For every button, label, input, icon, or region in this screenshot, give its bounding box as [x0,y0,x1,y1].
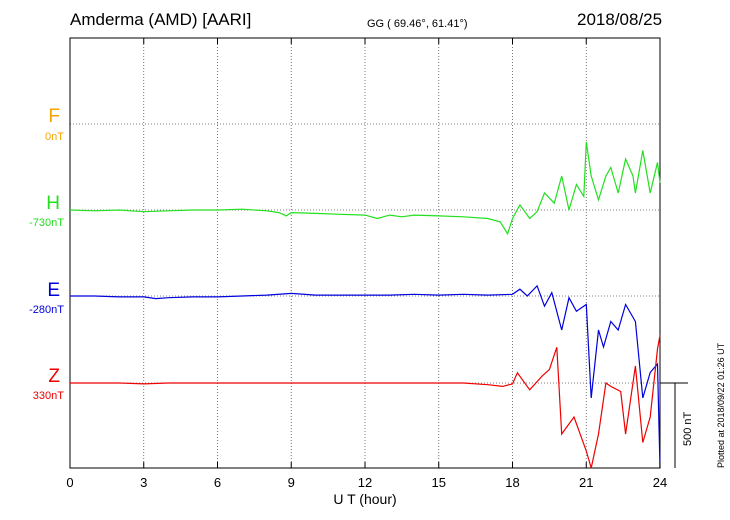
component-baseline-z: 330nT [32,390,64,402]
x-tick-label: 15 [432,475,446,490]
x-axis-ticks: 0 3 6 9 12 15 18 21 24 [66,38,667,490]
component-name-h: H [46,193,60,214]
plot-frame [69,37,661,469]
station-title: Amderma (AMD) [AARI] [70,10,252,29]
x-tick-label: 0 [66,475,73,490]
component-name-e: E [47,280,60,301]
component-baseline-e: -280nT [29,304,64,316]
x-tick-label: 6 [214,475,221,490]
trace-e [70,284,661,469]
x-tick-label: 18 [505,475,519,490]
chart-date: 2018/08/25 [577,10,663,29]
x-tick-label: 9 [288,475,295,490]
scale-bar [660,382,688,468]
x-tick-label: 24 [653,475,667,490]
trace-z [70,335,661,469]
scale-bar-label: 500 nT [682,411,694,446]
station-coordinates: GG ( 69.46°, 61.41°) [367,18,468,30]
plot-timestamp-note: Plotted at 2018/09/22 01:26 UT [716,342,726,468]
grid-lines [70,38,660,468]
x-tick-label: 21 [579,475,593,490]
component-baseline-h: -730nT [29,217,64,229]
component-name-f: F [48,106,60,127]
x-tick-label: 3 [140,475,147,490]
component-traces [69,141,661,469]
trace-h [69,141,661,236]
component-name-z: Z [48,366,60,387]
x-tick-label: 12 [358,475,372,490]
x-axis-label: U T (hour) [333,491,396,507]
component-baseline-f: 0nT [45,131,64,143]
